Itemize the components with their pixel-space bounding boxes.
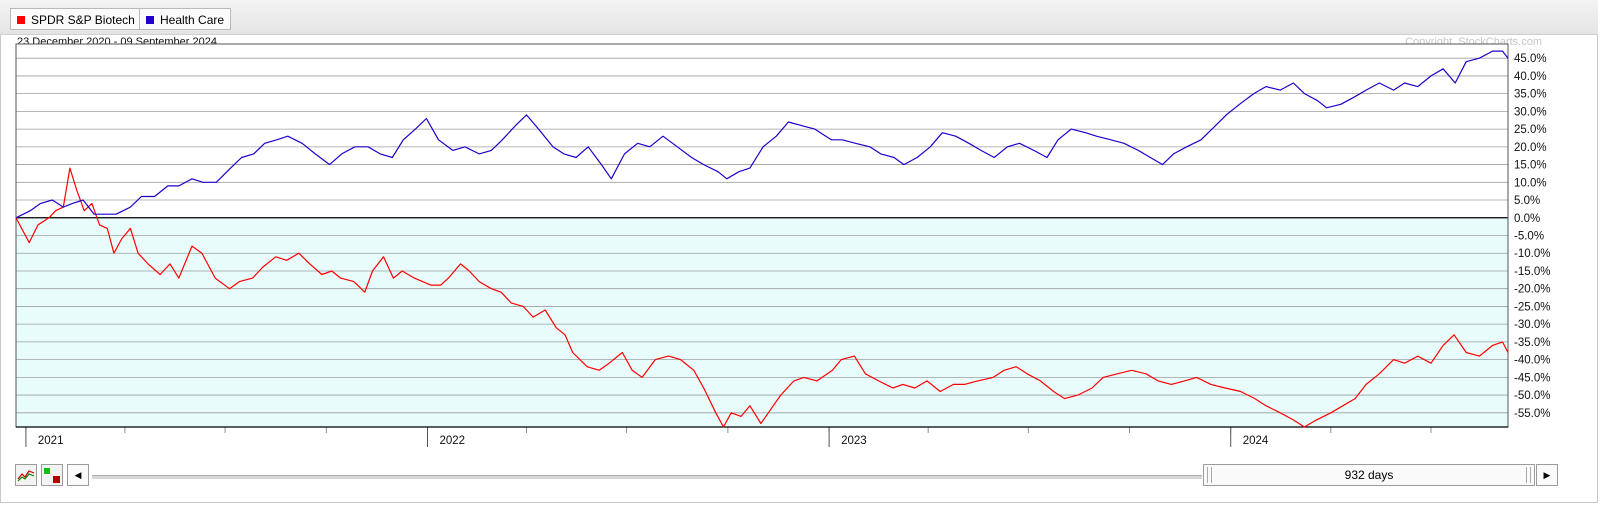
x-tick-label: 2023 (841, 435, 867, 447)
y-tick-label: 45.0% (1514, 53, 1547, 65)
x-tick-label: 2021 (38, 435, 64, 447)
y-tick-label: 10.0% (1514, 177, 1547, 189)
y-tick-label: 35.0% (1514, 89, 1547, 101)
y-tick-label: 40.0% (1514, 71, 1547, 83)
legend-bar: SPDR S&P Biotech Health Care (0, 0, 1598, 35)
x-tick-label: 2022 (440, 435, 466, 447)
biotech-swatch-icon (17, 16, 25, 24)
legend-label-biotech: SPDR S&P Biotech (31, 13, 135, 27)
y-tick-label: -50.0% (1514, 390, 1550, 402)
y-tick-label: -20.0% (1514, 284, 1550, 296)
y-tick-label: 15.0% (1514, 160, 1547, 172)
legend-item-health-care[interactable]: Health Care (139, 8, 232, 30)
y-tick-label: -45.0% (1514, 372, 1550, 384)
range-slider-thumb[interactable]: 932 days (1203, 464, 1535, 486)
y-tick-label: -55.0% (1514, 408, 1550, 420)
x-tick-label: 2024 (1243, 435, 1269, 447)
y-tick-label: -35.0% (1514, 337, 1550, 349)
y-tick-label: 25.0% (1514, 124, 1547, 136)
y-tick-label: 5.0% (1514, 195, 1540, 207)
performance-chart-glyph (17, 470, 35, 482)
biotech-series-line (15, 167, 1509, 428)
y-tick-label: 0.0% (1514, 213, 1540, 225)
chart-style-icon[interactable] (41, 464, 63, 486)
chart-style-glyph (44, 468, 60, 483)
legend-label-health-care: Health Care (160, 13, 225, 27)
right-triangle-icon[interactable]: ▶ (1536, 464, 1558, 486)
y-tick-label: 20.0% (1514, 142, 1547, 154)
y-tick-label: -30.0% (1514, 319, 1550, 331)
slider-right-grip[interactable] (1526, 467, 1531, 483)
left-triangle-icon[interactable]: ◀ (67, 464, 89, 486)
negative-region (16, 217, 1508, 427)
slider-range-label: 932 days (1344, 468, 1394, 482)
y-tick-label: -5.0% (1514, 231, 1544, 243)
y-tick-label: -40.0% (1514, 355, 1550, 367)
y-tick-label: 30.0% (1514, 106, 1547, 118)
range-slider-track[interactable] (92, 475, 1202, 479)
performance-chart: 45.0% 40.0% 35.0% 30.0% 25.0% 20.0% 15.0% 10.0%… (15, 43, 1550, 447)
y-tick-label: -25.0% (1514, 301, 1550, 313)
health-care-series-line (15, 50, 1509, 219)
y-tick-label: -15.0% (1514, 266, 1550, 278)
health-care-swatch-icon (146, 16, 154, 24)
bottom-toolbar: ◀ 932 days ▶ (0, 460, 1598, 494)
performance-chart-icon[interactable] (15, 464, 37, 486)
slider-left-grip[interactable] (1207, 467, 1212, 483)
legend-item-biotech[interactable]: SPDR S&P Biotech (10, 8, 142, 30)
y-tick-label: -10.0% (1514, 248, 1550, 260)
positive-region (16, 44, 1508, 218)
